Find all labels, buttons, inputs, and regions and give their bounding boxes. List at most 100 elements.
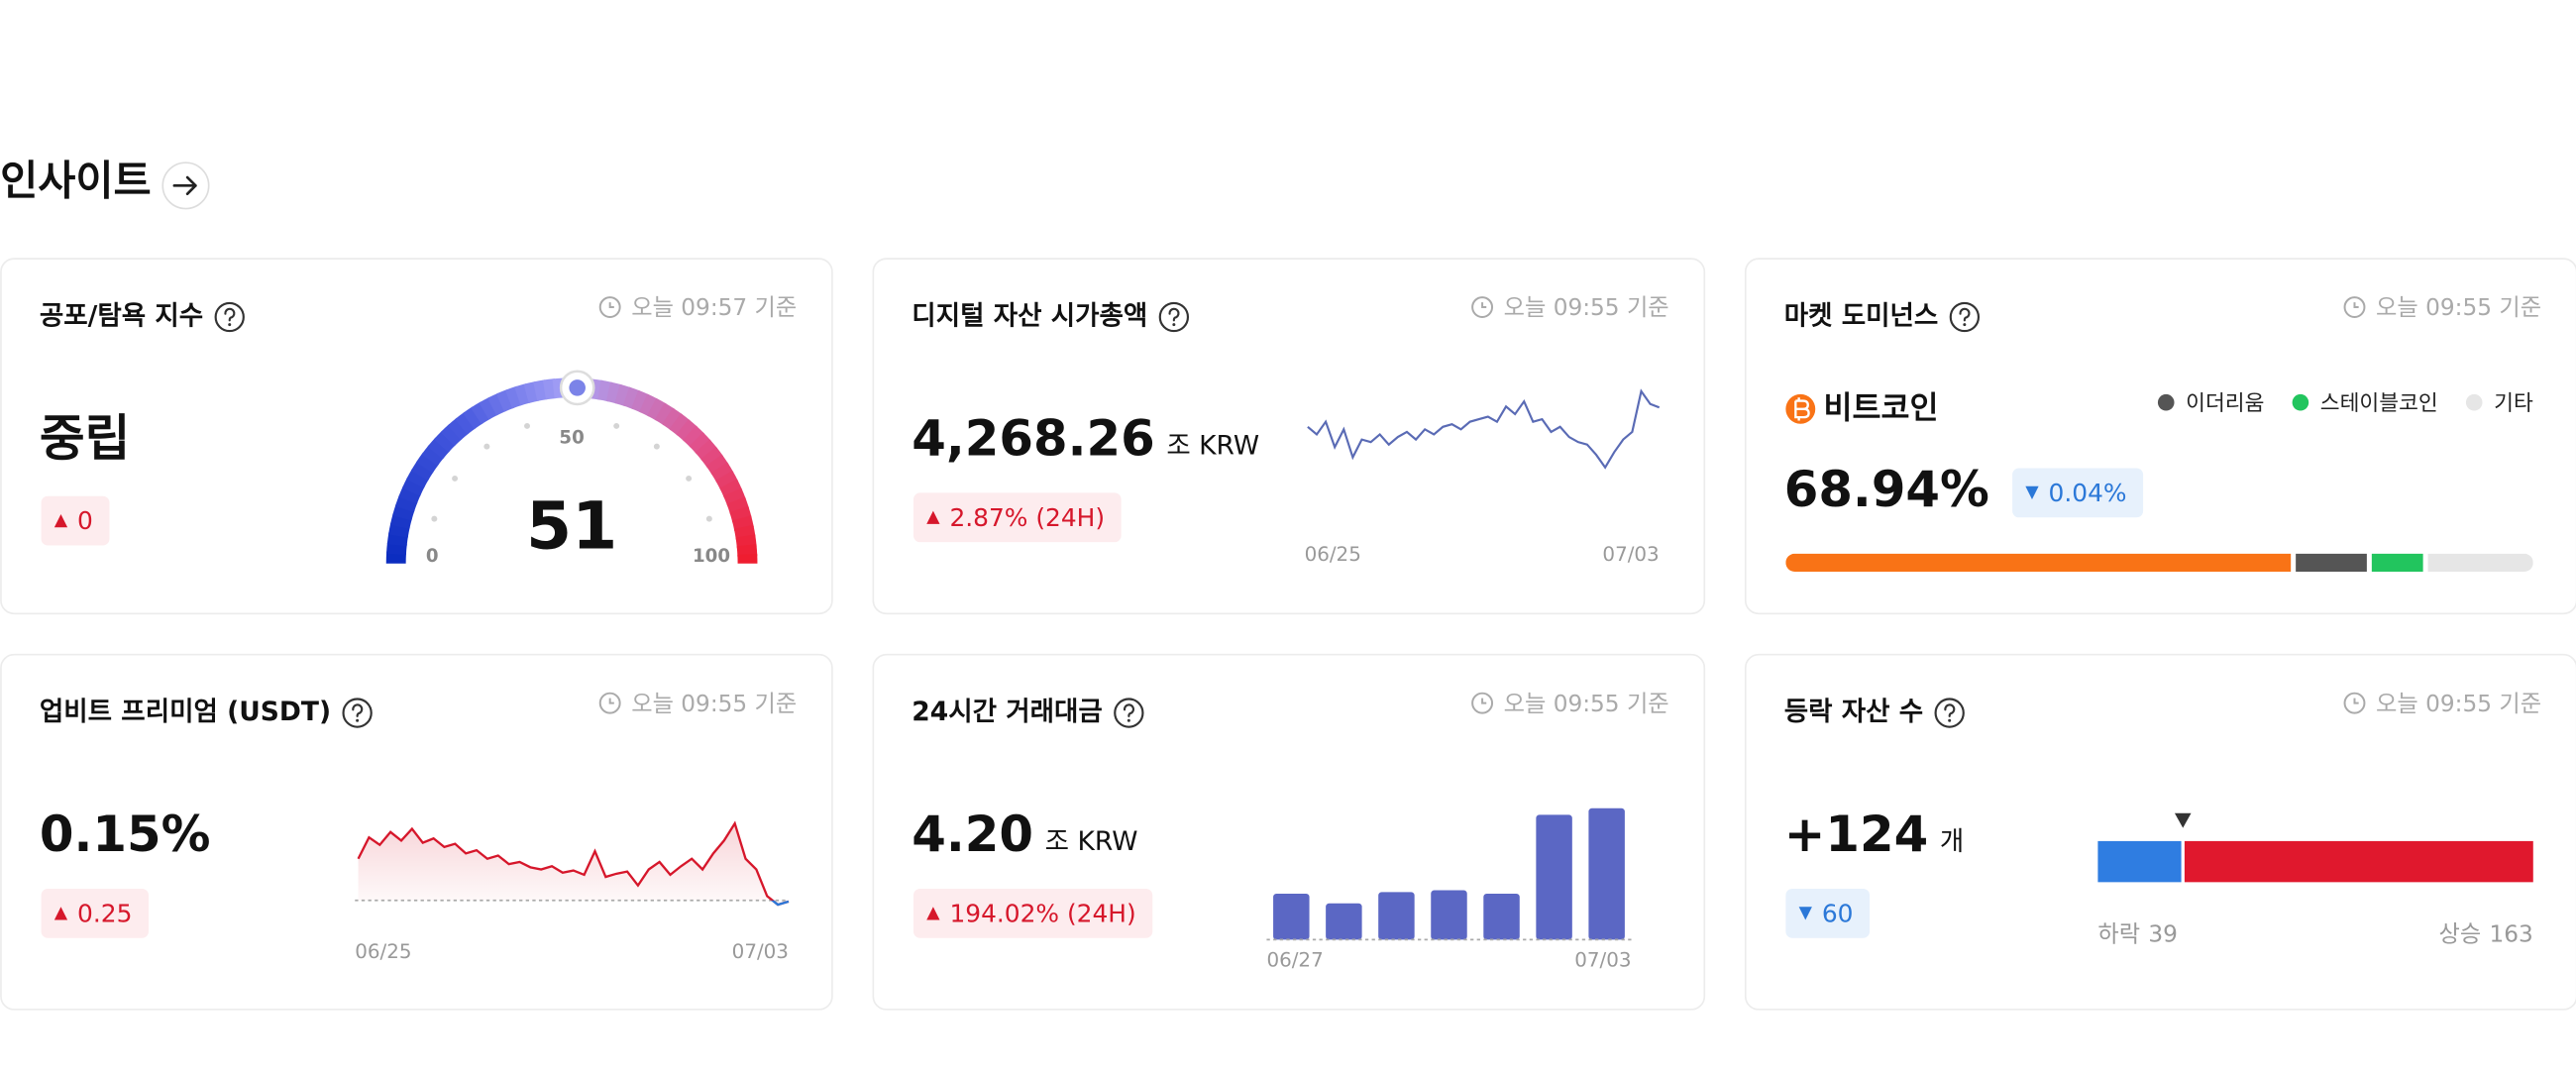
gauge-arc — [447, 417, 470, 441]
updated-time: 오늘 09:55 기준 — [1504, 294, 1669, 321]
main-value: 4,268.26 — [912, 410, 1154, 468]
updated-time: 오늘 09:55 기준 — [631, 691, 797, 717]
help-icon[interactable] — [214, 301, 245, 333]
bar — [1536, 814, 1572, 940]
main-value: 68.94% — [1784, 461, 1989, 518]
up-count: 163 — [2489, 920, 2532, 947]
card-title: 24시간 거래대금 — [912, 697, 1102, 727]
dominance-segment — [1785, 553, 2292, 572]
gauge-arc — [614, 383, 632, 407]
card-title: 공포/탐욕 지수 — [40, 300, 203, 331]
badge-bg — [912, 492, 1122, 543]
gauge-tick-label: 50 — [559, 428, 584, 449]
more-button[interactable] — [161, 161, 210, 210]
change-badge: 0.25 — [41, 888, 149, 938]
help-icon[interactable] — [1114, 698, 1144, 728]
date-label: 07/03 — [1602, 543, 1659, 566]
legend-label: 스테이블코인 — [2320, 391, 2438, 416]
gauge-arc — [736, 544, 758, 558]
gauge-arc — [710, 462, 734, 483]
down-label: 하락 39 — [2097, 920, 2178, 947]
updated-time: 오늘 09:55 기준 — [1504, 691, 1669, 717]
direction-icon — [54, 907, 68, 920]
gauge-arc — [676, 419, 698, 442]
gauge-arc — [695, 439, 718, 461]
gauge-arc — [479, 396, 498, 420]
card-bg — [1744, 653, 2576, 1011]
clock-icon — [1471, 296, 1494, 318]
legend-dot — [2292, 393, 2309, 411]
help-icon[interactable] — [1949, 301, 1981, 333]
insight-card[interactable]: 24시간 거래대금 오늘 09:55 기준 4.20 조 KRW 194.02% (24… — [872, 653, 1706, 1011]
main-value: 0.15% — [40, 806, 211, 863]
gauge-value: 51 — [526, 487, 617, 565]
direction-icon — [54, 513, 68, 528]
updated-time: 오늘 09:55 기준 — [2376, 294, 2541, 321]
gauge-arc — [737, 553, 758, 564]
help-mark — [1959, 307, 1971, 322]
section-title: 인사이트 — [0, 158, 152, 205]
gauge-arc — [421, 444, 445, 467]
gauge-arc — [622, 386, 641, 410]
gauge-arc — [410, 460, 434, 481]
coin-icon-mark — [1794, 397, 1810, 421]
gauge-dot — [613, 422, 620, 429]
clock-hands — [608, 698, 614, 704]
down-segment — [2097, 840, 2182, 883]
clock-hands — [2353, 302, 2359, 309]
date-label: 06/27 — [1266, 948, 1323, 971]
date-label: 06/25 — [355, 940, 411, 963]
change-text: 194.02% (24H) — [949, 900, 1135, 928]
gauge-arc — [689, 432, 711, 455]
change-badge: 60 — [1785, 888, 1871, 938]
insight-card[interactable]: 디지털 자산 시가총액 오늘 09:55 기준 4,268.26 조 KRW 2.87%… — [872, 258, 1706, 615]
help-icon[interactable] — [342, 698, 373, 728]
badge-bg — [1785, 888, 1871, 938]
help-dot — [1127, 718, 1130, 722]
help-circle — [1934, 698, 1965, 728]
gauge-arc — [662, 407, 684, 431]
help-mark — [352, 703, 364, 717]
up-label: 상승 163 — [2438, 920, 2532, 947]
help-icon[interactable] — [1934, 698, 1965, 728]
clock-icon — [2343, 692, 2366, 714]
card-title: 디지털 자산 시가총액 — [912, 300, 1147, 331]
change-badge: 0.04% — [2012, 468, 2144, 518]
gauge-dot — [705, 515, 712, 522]
direction-icon — [2025, 485, 2039, 500]
help-dot — [1172, 323, 1176, 327]
bar — [1273, 893, 1310, 940]
gauge-arc — [462, 406, 483, 430]
legend-label: 기타 — [2494, 391, 2533, 416]
card-bg — [1744, 258, 2576, 615]
gauge-knob-center — [569, 379, 586, 396]
gauge-arc — [647, 397, 667, 421]
clock-icon — [598, 296, 621, 318]
help-circle — [1158, 301, 1190, 333]
gauge-arc — [415, 452, 439, 474]
card-bg — [0, 653, 833, 1011]
gauge-dot — [653, 443, 660, 450]
line — [1307, 388, 1661, 470]
unit: 조 KRW — [1166, 430, 1259, 461]
help-mark — [1123, 703, 1134, 717]
insight-card[interactable]: 등락 자산 수 오늘 09:55 기준 +124 개 60 하락 39 상승 163 — [1744, 653, 2576, 1011]
badge-bg — [41, 888, 149, 938]
help-mark — [1944, 703, 1956, 717]
updated-time: 오늘 09:57 기준 — [631, 294, 797, 321]
gauge-arc — [392, 503, 415, 521]
clock-hands — [1481, 698, 1487, 704]
updated-time: 오늘 09:55 기준 — [2376, 691, 2541, 717]
clock-icon — [598, 692, 621, 714]
up-name: 상승 — [2438, 920, 2481, 947]
insight-card[interactable]: 업비트 프리미엄 (USDT) 오늘 09:55 기준 0.15% 0.25 06/25… — [0, 653, 833, 1011]
gauge-arc — [398, 485, 421, 504]
unit: 조 KRW — [1045, 826, 1138, 857]
help-icon[interactable] — [1158, 301, 1190, 333]
badge-bg — [2012, 468, 2144, 518]
direction-icon — [926, 907, 940, 920]
gauge-arc — [401, 477, 425, 496]
gauge-tick-label: 0 — [426, 546, 439, 567]
